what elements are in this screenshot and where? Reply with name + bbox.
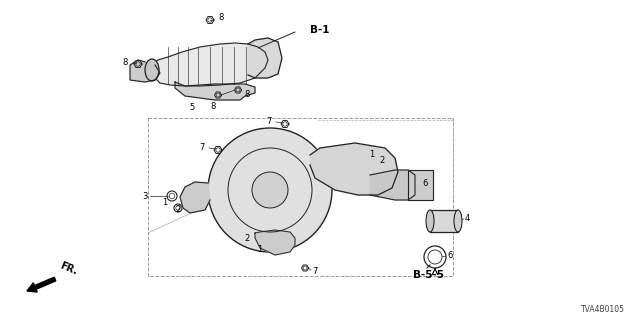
Ellipse shape xyxy=(145,59,159,81)
Text: 8: 8 xyxy=(211,102,216,111)
Text: 4: 4 xyxy=(465,213,470,222)
Text: 8: 8 xyxy=(218,12,223,21)
Polygon shape xyxy=(180,182,210,213)
Polygon shape xyxy=(153,43,268,86)
Circle shape xyxy=(208,128,332,252)
Polygon shape xyxy=(248,38,282,78)
Text: 1: 1 xyxy=(163,198,168,207)
Bar xyxy=(408,170,433,200)
Polygon shape xyxy=(310,143,398,195)
Text: 2: 2 xyxy=(175,205,180,214)
Text: 6: 6 xyxy=(447,251,452,260)
Text: B-1: B-1 xyxy=(310,25,330,35)
Polygon shape xyxy=(130,60,160,82)
Circle shape xyxy=(252,172,288,208)
Text: 2: 2 xyxy=(244,234,250,243)
Ellipse shape xyxy=(426,210,434,232)
FancyArrow shape xyxy=(27,277,56,292)
Bar xyxy=(148,118,453,276)
Text: 1: 1 xyxy=(369,150,374,159)
Polygon shape xyxy=(175,82,255,100)
Text: 1: 1 xyxy=(257,245,262,254)
Polygon shape xyxy=(370,170,415,200)
Polygon shape xyxy=(255,230,295,255)
Text: 7: 7 xyxy=(312,268,317,276)
Text: 5: 5 xyxy=(189,103,195,112)
Text: B-5-5: B-5-5 xyxy=(413,270,444,280)
Text: 8: 8 xyxy=(244,90,250,99)
Ellipse shape xyxy=(454,210,462,232)
Text: 3: 3 xyxy=(143,191,148,201)
Text: TVA4B0105: TVA4B0105 xyxy=(581,305,625,314)
Text: 7: 7 xyxy=(267,116,272,125)
Text: 6: 6 xyxy=(422,179,428,188)
Text: 7: 7 xyxy=(200,142,205,151)
Text: 2: 2 xyxy=(380,156,385,165)
Bar xyxy=(430,210,458,232)
Text: FR.: FR. xyxy=(58,261,79,277)
Text: 8: 8 xyxy=(123,58,128,67)
